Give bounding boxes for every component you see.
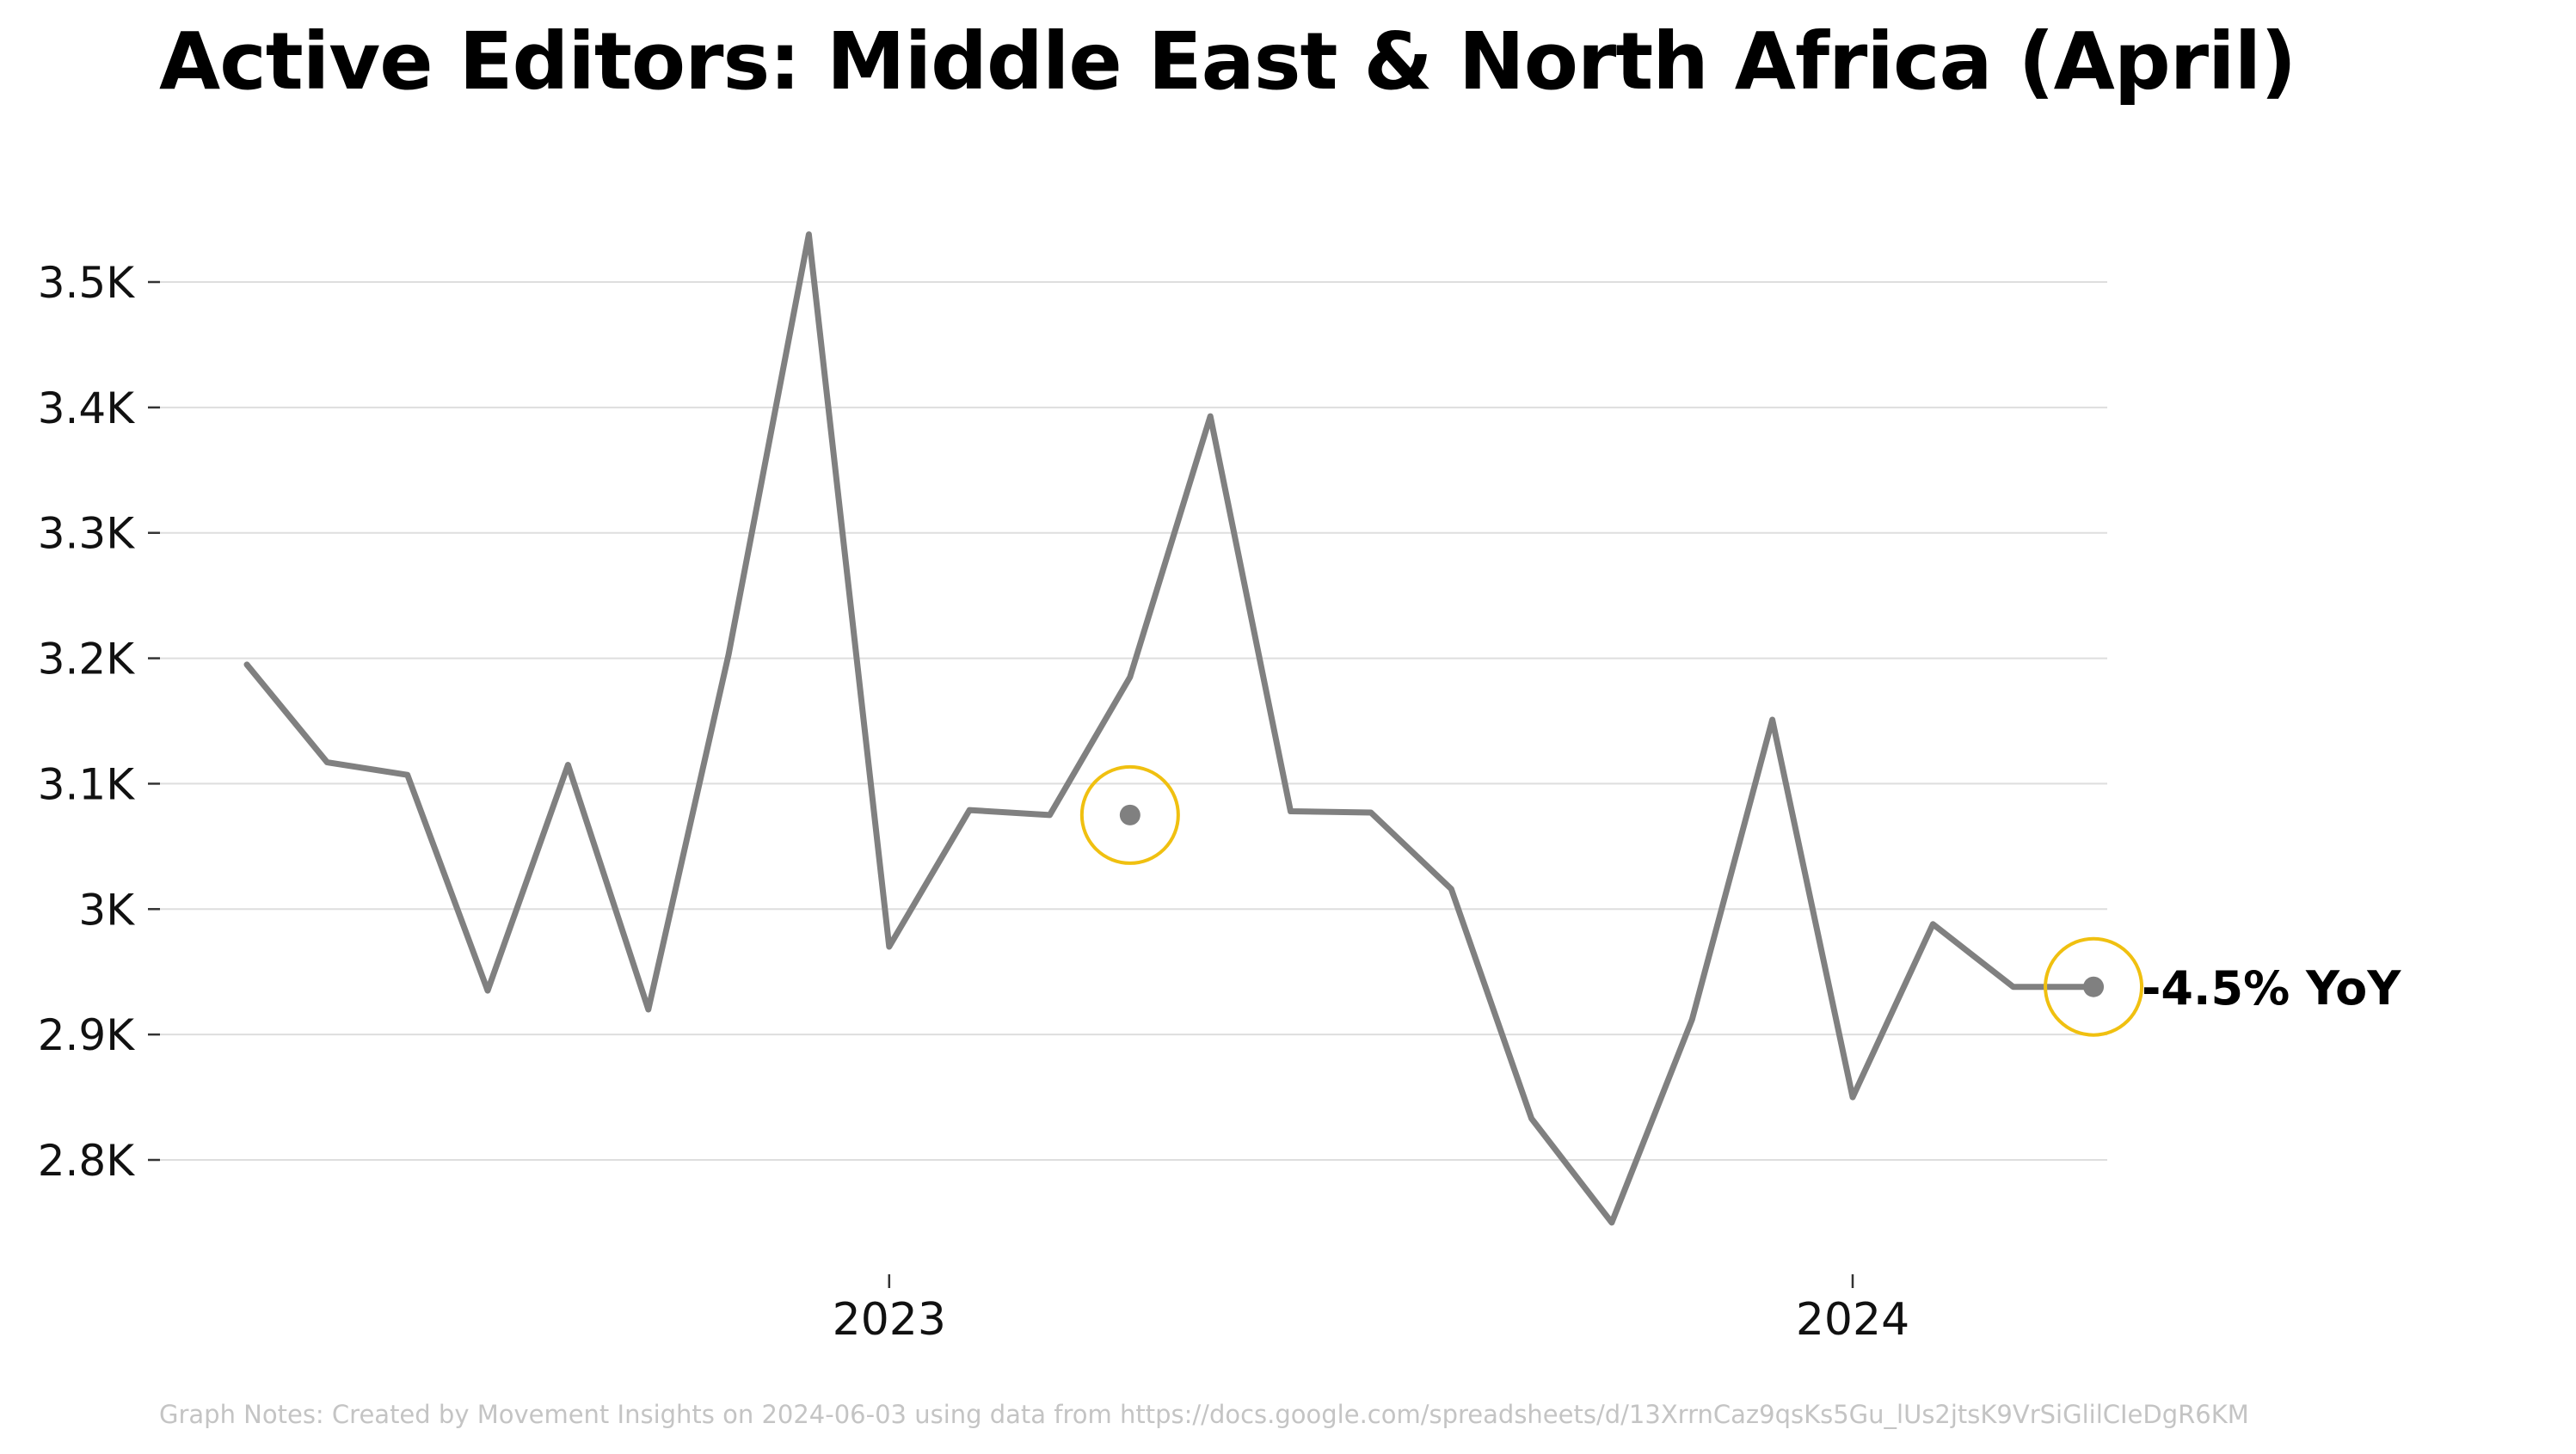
y-tick-label: 3.3K (38, 509, 136, 559)
graph-notes: Graph Notes: Created by Movement Insight… (159, 1400, 2249, 1429)
data-point (1119, 804, 1140, 825)
highlight-ring (2044, 936, 2144, 1037)
highlights-layer (1079, 764, 2144, 1037)
gridlines (159, 281, 2107, 1161)
x-tick-label: 2023 (833, 1294, 946, 1346)
x-tick-label: 2024 (1796, 1294, 1909, 1346)
y-tick-label: 3.4K (38, 383, 136, 433)
y-axis: 2.8K 2.9K 3K 3.1K 3.2K 3.3K 3.4K 3.5K (38, 258, 160, 1186)
y-tick-label: 3K (78, 885, 135, 935)
data-point (2083, 976, 2105, 997)
highlight-ring (1079, 764, 1180, 865)
yoy-annotation: -4.5% YoY (2142, 961, 2401, 1015)
y-tick-label: 2.8K (38, 1136, 136, 1186)
y-tick-label: 3.1K (38, 759, 136, 809)
y-tick-label: 3.2K (38, 635, 136, 684)
series-layer (243, 231, 2097, 1226)
x-axis: 2023 2024 (833, 1274, 1909, 1346)
y-tick-label: 3.5K (38, 258, 136, 308)
chart-title: Active Editors: Middle East & North Afri… (159, 15, 2296, 107)
y-tick-label: 2.9K (38, 1010, 136, 1060)
series-line (243, 231, 2097, 1226)
